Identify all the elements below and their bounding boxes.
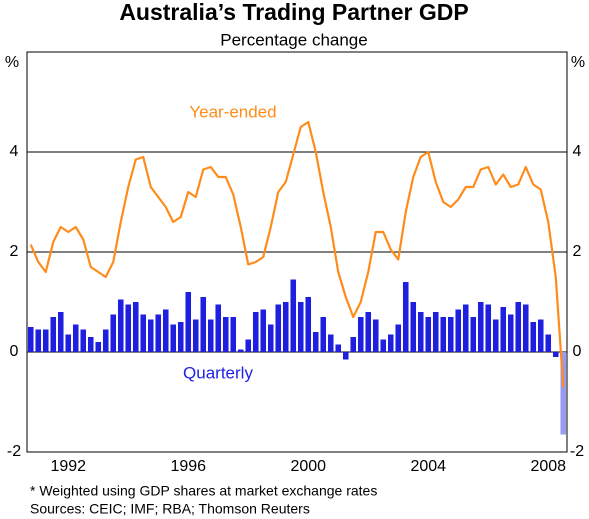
bar [395, 324, 402, 352]
bar [237, 349, 244, 352]
bar [462, 304, 469, 352]
bar [117, 299, 124, 352]
bar [297, 302, 304, 352]
chart-title: Australia’s Trading Partner GDP [119, 0, 468, 25]
y-tick-label: 0 [10, 343, 19, 360]
bar [125, 304, 132, 352]
bar [402, 282, 409, 352]
bar [530, 322, 537, 352]
bar [155, 314, 162, 352]
y-tick-label-right: 4 [573, 143, 582, 160]
bar [57, 312, 64, 352]
y-tick-label-right: 0 [573, 343, 582, 360]
bar [455, 309, 462, 352]
plot-frame [26, 51, 568, 453]
annotation: Year-ended [189, 102, 276, 121]
annotation: Quarterly [183, 363, 253, 382]
y-unit-left: % [5, 54, 19, 71]
bar [95, 342, 102, 352]
bar [290, 279, 297, 352]
x-tick-label: 2008 [530, 458, 566, 475]
bar [507, 314, 514, 352]
bar [72, 324, 79, 352]
bar [87, 337, 94, 352]
bar [170, 324, 177, 352]
bar [200, 297, 207, 352]
bar [50, 317, 57, 352]
bar [305, 297, 312, 352]
bar [380, 339, 387, 352]
bar [267, 324, 274, 352]
bar [342, 352, 349, 360]
bar [492, 319, 499, 352]
bar [350, 337, 357, 352]
bar [545, 334, 552, 352]
bar [432, 312, 439, 352]
y-tick-label: 4 [10, 143, 19, 160]
footnote: * Weighted using GDP shares at market ex… [30, 483, 377, 499]
bar [500, 307, 507, 352]
x-tick-label: 1992 [50, 458, 86, 475]
bar [372, 319, 379, 352]
bar [65, 334, 72, 352]
bar [80, 329, 87, 352]
bar [320, 317, 327, 352]
bar [260, 309, 267, 352]
bar [27, 327, 34, 352]
bar [365, 312, 372, 352]
source: Sources: CEIC; IMF; RBA; Thomson Reuters [30, 501, 310, 517]
bar [417, 312, 424, 352]
bar [440, 317, 447, 352]
bar [35, 329, 42, 352]
x-tick-label: 2000 [290, 458, 326, 475]
bar [102, 329, 109, 352]
bar [552, 352, 559, 357]
bar [522, 304, 529, 352]
bar [485, 304, 492, 352]
bar [132, 302, 139, 352]
bar [335, 344, 342, 352]
bar [110, 314, 117, 352]
y-tick-label-right: 2 [573, 243, 582, 260]
bar [410, 302, 417, 352]
x-tick-label: 2004 [410, 458, 446, 475]
bar [252, 312, 259, 352]
bar [162, 309, 169, 352]
y-tick-label-right: -2 [570, 443, 584, 460]
bar [222, 317, 229, 352]
y-tick-label: 2 [10, 243, 19, 260]
bar [207, 319, 214, 352]
bar [537, 319, 544, 352]
bar [192, 319, 199, 352]
bar [215, 304, 222, 352]
bar [447, 317, 454, 352]
line [29, 120, 565, 388]
bar [245, 339, 252, 352]
bar [42, 329, 49, 352]
bar [312, 332, 319, 352]
bar [560, 352, 567, 435]
x-tick-label: 1996 [170, 458, 206, 475]
bar [140, 314, 147, 352]
bar [230, 317, 237, 352]
bar [425, 317, 432, 352]
y-tick-label: -2 [7, 443, 21, 460]
bar [275, 304, 282, 352]
bar [477, 302, 484, 352]
bar [470, 317, 477, 352]
bar [357, 317, 364, 352]
bar [177, 322, 184, 352]
bar [282, 302, 289, 352]
bar [515, 302, 522, 352]
bar [327, 334, 334, 352]
chart-subtitle: Percentage change [220, 30, 367, 49]
y-unit-right: % [571, 54, 585, 71]
bar [387, 334, 394, 352]
bar [185, 292, 192, 352]
bar [147, 319, 154, 352]
